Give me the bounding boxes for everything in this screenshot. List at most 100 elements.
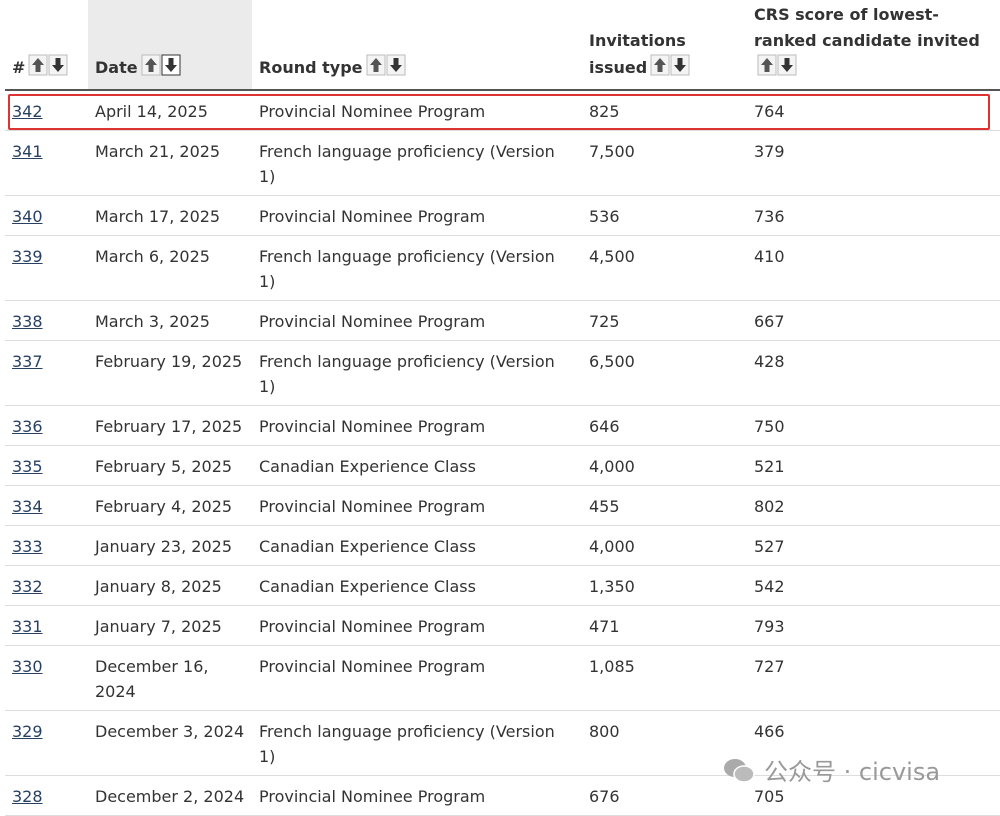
draw-link[interactable]: 335 xyxy=(12,457,43,476)
cell-text: Provincial Nominee Program xyxy=(259,102,486,121)
table-cell: 329 xyxy=(5,710,88,776)
table-row: 339 March 6, 2025 French language proficie… xyxy=(5,235,1000,301)
cell-text: Canadian Experience Class xyxy=(259,457,476,476)
cell-text: 527 xyxy=(754,537,785,556)
table-cell: 428 xyxy=(747,340,1000,406)
sort-buttons[interactable] xyxy=(141,54,181,76)
table-cell: 4,000 xyxy=(582,445,747,486)
draw-link[interactable]: 336 xyxy=(12,417,43,436)
cell-text: December 3, 2024 xyxy=(95,722,245,741)
table-cell: March 3, 2025 xyxy=(88,300,252,341)
draw-link[interactable]: 338 xyxy=(12,312,43,331)
table-cell: January 23, 2025 xyxy=(88,525,252,566)
sort-buttons[interactable] xyxy=(650,54,690,76)
table-cell: December 3, 2024 xyxy=(88,710,252,776)
table-cell: March 21, 2025 xyxy=(88,130,252,196)
cell-text: February 4, 2025 xyxy=(95,497,233,516)
draw-link[interactable]: 330 xyxy=(12,657,43,676)
draw-link[interactable]: 333 xyxy=(12,537,43,556)
sort-buttons[interactable] xyxy=(757,54,797,76)
table-cell: 341 xyxy=(5,130,88,196)
cell-text: 4,500 xyxy=(589,247,635,266)
cell-text: French language proficiency (Version 1) xyxy=(259,352,555,396)
cell-text: 736 xyxy=(754,207,785,226)
draw-link[interactable]: 334 xyxy=(12,497,43,516)
draw-link[interactable]: 341 xyxy=(12,142,43,161)
table-cell: 542 xyxy=(747,565,1000,606)
table-row: 329 December 3, 2024 French language profi… xyxy=(5,710,1000,776)
table-cell: Provincial Nominee Program xyxy=(252,300,582,341)
cell-text: 667 xyxy=(754,312,785,331)
column-header[interactable]: CRS score of lowest-ranked candidate inv… xyxy=(747,0,1000,91)
draw-link[interactable]: 337 xyxy=(12,352,43,371)
table-row: 336 February 17, 2025 Provincial Nominee P… xyxy=(5,405,1000,446)
table-cell: 764 xyxy=(747,90,1000,131)
column-header[interactable]: Invitations issued xyxy=(582,0,747,91)
cell-text: March 21, 2025 xyxy=(95,142,221,161)
cell-text: 6,500 xyxy=(589,352,635,371)
table-cell: 521 xyxy=(747,445,1000,486)
draw-link[interactable]: 340 xyxy=(12,207,43,226)
column-header[interactable]: Date xyxy=(88,0,252,91)
cell-text: 802 xyxy=(754,497,785,516)
draw-link[interactable]: 332 xyxy=(12,577,43,596)
cell-text: French language proficiency (Version 1) xyxy=(259,247,555,291)
cell-text: Provincial Nominee Program xyxy=(259,497,486,516)
column-header[interactable]: # xyxy=(5,0,88,91)
table-cell: 667 xyxy=(747,300,1000,341)
cell-text: 455 xyxy=(589,497,620,516)
header-text: Round type xyxy=(259,58,363,77)
cell-text: December 2, 2024 xyxy=(95,787,245,806)
table-row: 338 March 3, 2025 Provincial Nominee Progr… xyxy=(5,300,1000,341)
table-body: 342 April 14, 2025 Provincial Nominee Prog… xyxy=(5,90,1000,816)
table-cell: Canadian Experience Class xyxy=(252,525,582,566)
cell-text: 646 xyxy=(589,417,620,436)
table-cell: French language proficiency (Version 1) xyxy=(252,130,582,196)
draw-link[interactable]: 328 xyxy=(12,787,43,806)
cell-text: 471 xyxy=(589,617,620,636)
cell-text: 725 xyxy=(589,312,620,331)
cell-text: February 5, 2025 xyxy=(95,457,233,476)
table-cell: 646 xyxy=(582,405,747,446)
wechat-icon xyxy=(724,758,755,783)
table-cell: 339 xyxy=(5,235,88,301)
sort-buttons[interactable] xyxy=(28,54,68,76)
header-text: Date xyxy=(95,58,138,77)
cell-text: March 3, 2025 xyxy=(95,312,210,331)
table-cell: 379 xyxy=(747,130,1000,196)
table-cell: 337 xyxy=(5,340,88,406)
cell-text: 4,000 xyxy=(589,457,635,476)
cell-text: March 17, 2025 xyxy=(95,207,221,226)
table-row: 342 April 14, 2025 Provincial Nominee Prog… xyxy=(5,90,1000,131)
table-cell: 800 xyxy=(582,710,747,776)
draw-link[interactable]: 329 xyxy=(12,722,43,741)
table-cell: December 2, 2024 xyxy=(88,775,252,816)
table-cell: Provincial Nominee Program xyxy=(252,405,582,446)
cell-text: Provincial Nominee Program xyxy=(259,417,486,436)
cell-text: Provincial Nominee Program xyxy=(259,207,486,226)
table-cell: Canadian Experience Class xyxy=(252,445,582,486)
draw-link[interactable]: 342 xyxy=(12,102,43,121)
cell-text: January 8, 2025 xyxy=(95,577,222,596)
column-header[interactable]: Round type xyxy=(252,0,582,91)
cell-text: 750 xyxy=(754,417,785,436)
table-cell: 825 xyxy=(582,90,747,131)
table-cell: 4,500 xyxy=(582,235,747,301)
table-row: 334 February 4, 2025 Provincial Nominee Pr… xyxy=(5,485,1000,526)
cell-text: 676 xyxy=(589,787,620,806)
table-cell: 410 xyxy=(747,235,1000,301)
cell-text: 764 xyxy=(754,102,785,121)
table-cell: 455 xyxy=(582,485,747,526)
cell-text: 1,350 xyxy=(589,577,635,596)
cell-text: February 19, 2025 xyxy=(95,352,243,371)
header-text: # xyxy=(12,58,26,77)
table-cell: 802 xyxy=(747,485,1000,526)
table-cell: 334 xyxy=(5,485,88,526)
cell-text: 410 xyxy=(754,247,785,266)
cell-text: 825 xyxy=(589,102,620,121)
cell-text: Provincial Nominee Program xyxy=(259,617,486,636)
draw-link[interactable]: 339 xyxy=(12,247,43,266)
table-cell: 536 xyxy=(582,195,747,236)
draw-link[interactable]: 331 xyxy=(12,617,43,636)
sort-buttons[interactable] xyxy=(366,54,406,76)
